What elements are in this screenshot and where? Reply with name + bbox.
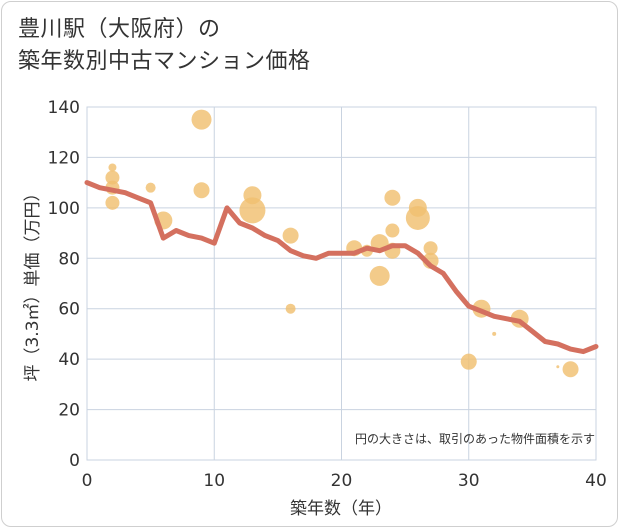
- data-bubble: [460, 353, 477, 370]
- x-tick-label: 20: [331, 471, 353, 491]
- data-bubble: [405, 205, 430, 230]
- grid-lines: [86, 106, 597, 461]
- y-tick-label: 20: [58, 401, 80, 421]
- data-bubble: [145, 182, 156, 193]
- size-note: 円の大きさは、取引のあった物件面積を示す: [355, 431, 595, 446]
- data-bubble: [556, 365, 560, 369]
- trend-line: [84, 180, 599, 355]
- axis-ticks: 0 20 40 60 80 100 120 140 0 10 20 30 40: [48, 98, 607, 491]
- chart-title-line1: 豊川駅（大阪府）の: [18, 17, 221, 42]
- y-tick-label: 120: [48, 148, 80, 168]
- y-tick-label: 40: [58, 350, 80, 370]
- y-tick-label: 80: [58, 249, 80, 269]
- y-tick-label: 100: [48, 199, 80, 219]
- y-tick-label: 0: [69, 451, 80, 471]
- chart-title: 豊川駅（大阪府）の 築年数別中古マンション価格: [18, 14, 311, 78]
- x-tick-label: 40: [585, 471, 607, 491]
- x-tick-label: 30: [458, 471, 480, 491]
- x-tick-label: 10: [203, 471, 225, 491]
- data-bubble: [282, 227, 299, 244]
- data-bubble: [239, 197, 266, 224]
- y-axis-label: 坪（3.3㎡）単価（万円）: [23, 184, 43, 381]
- data-bubble: [108, 163, 117, 172]
- x-axis-label: 築年数（年）: [290, 499, 392, 519]
- x-tick-label: 0: [82, 471, 93, 491]
- plot-frame: [86, 106, 597, 461]
- data-bubble: [105, 170, 120, 185]
- data-bubble: [193, 182, 210, 199]
- y-tick-label: 140: [48, 98, 80, 118]
- data-bubble: [384, 189, 401, 206]
- data-bubble: [105, 195, 120, 210]
- data-bubble: [191, 109, 212, 130]
- y-tick-label: 60: [58, 300, 80, 320]
- chart-title-line2: 築年数別中古マンション価格: [18, 49, 311, 74]
- data-bubble: [285, 303, 296, 314]
- data-bubble: [385, 223, 400, 238]
- data-bubble: [369, 265, 390, 286]
- data-bubble: [423, 241, 438, 256]
- data-bubble: [492, 331, 497, 336]
- data-bubble: [562, 361, 579, 378]
